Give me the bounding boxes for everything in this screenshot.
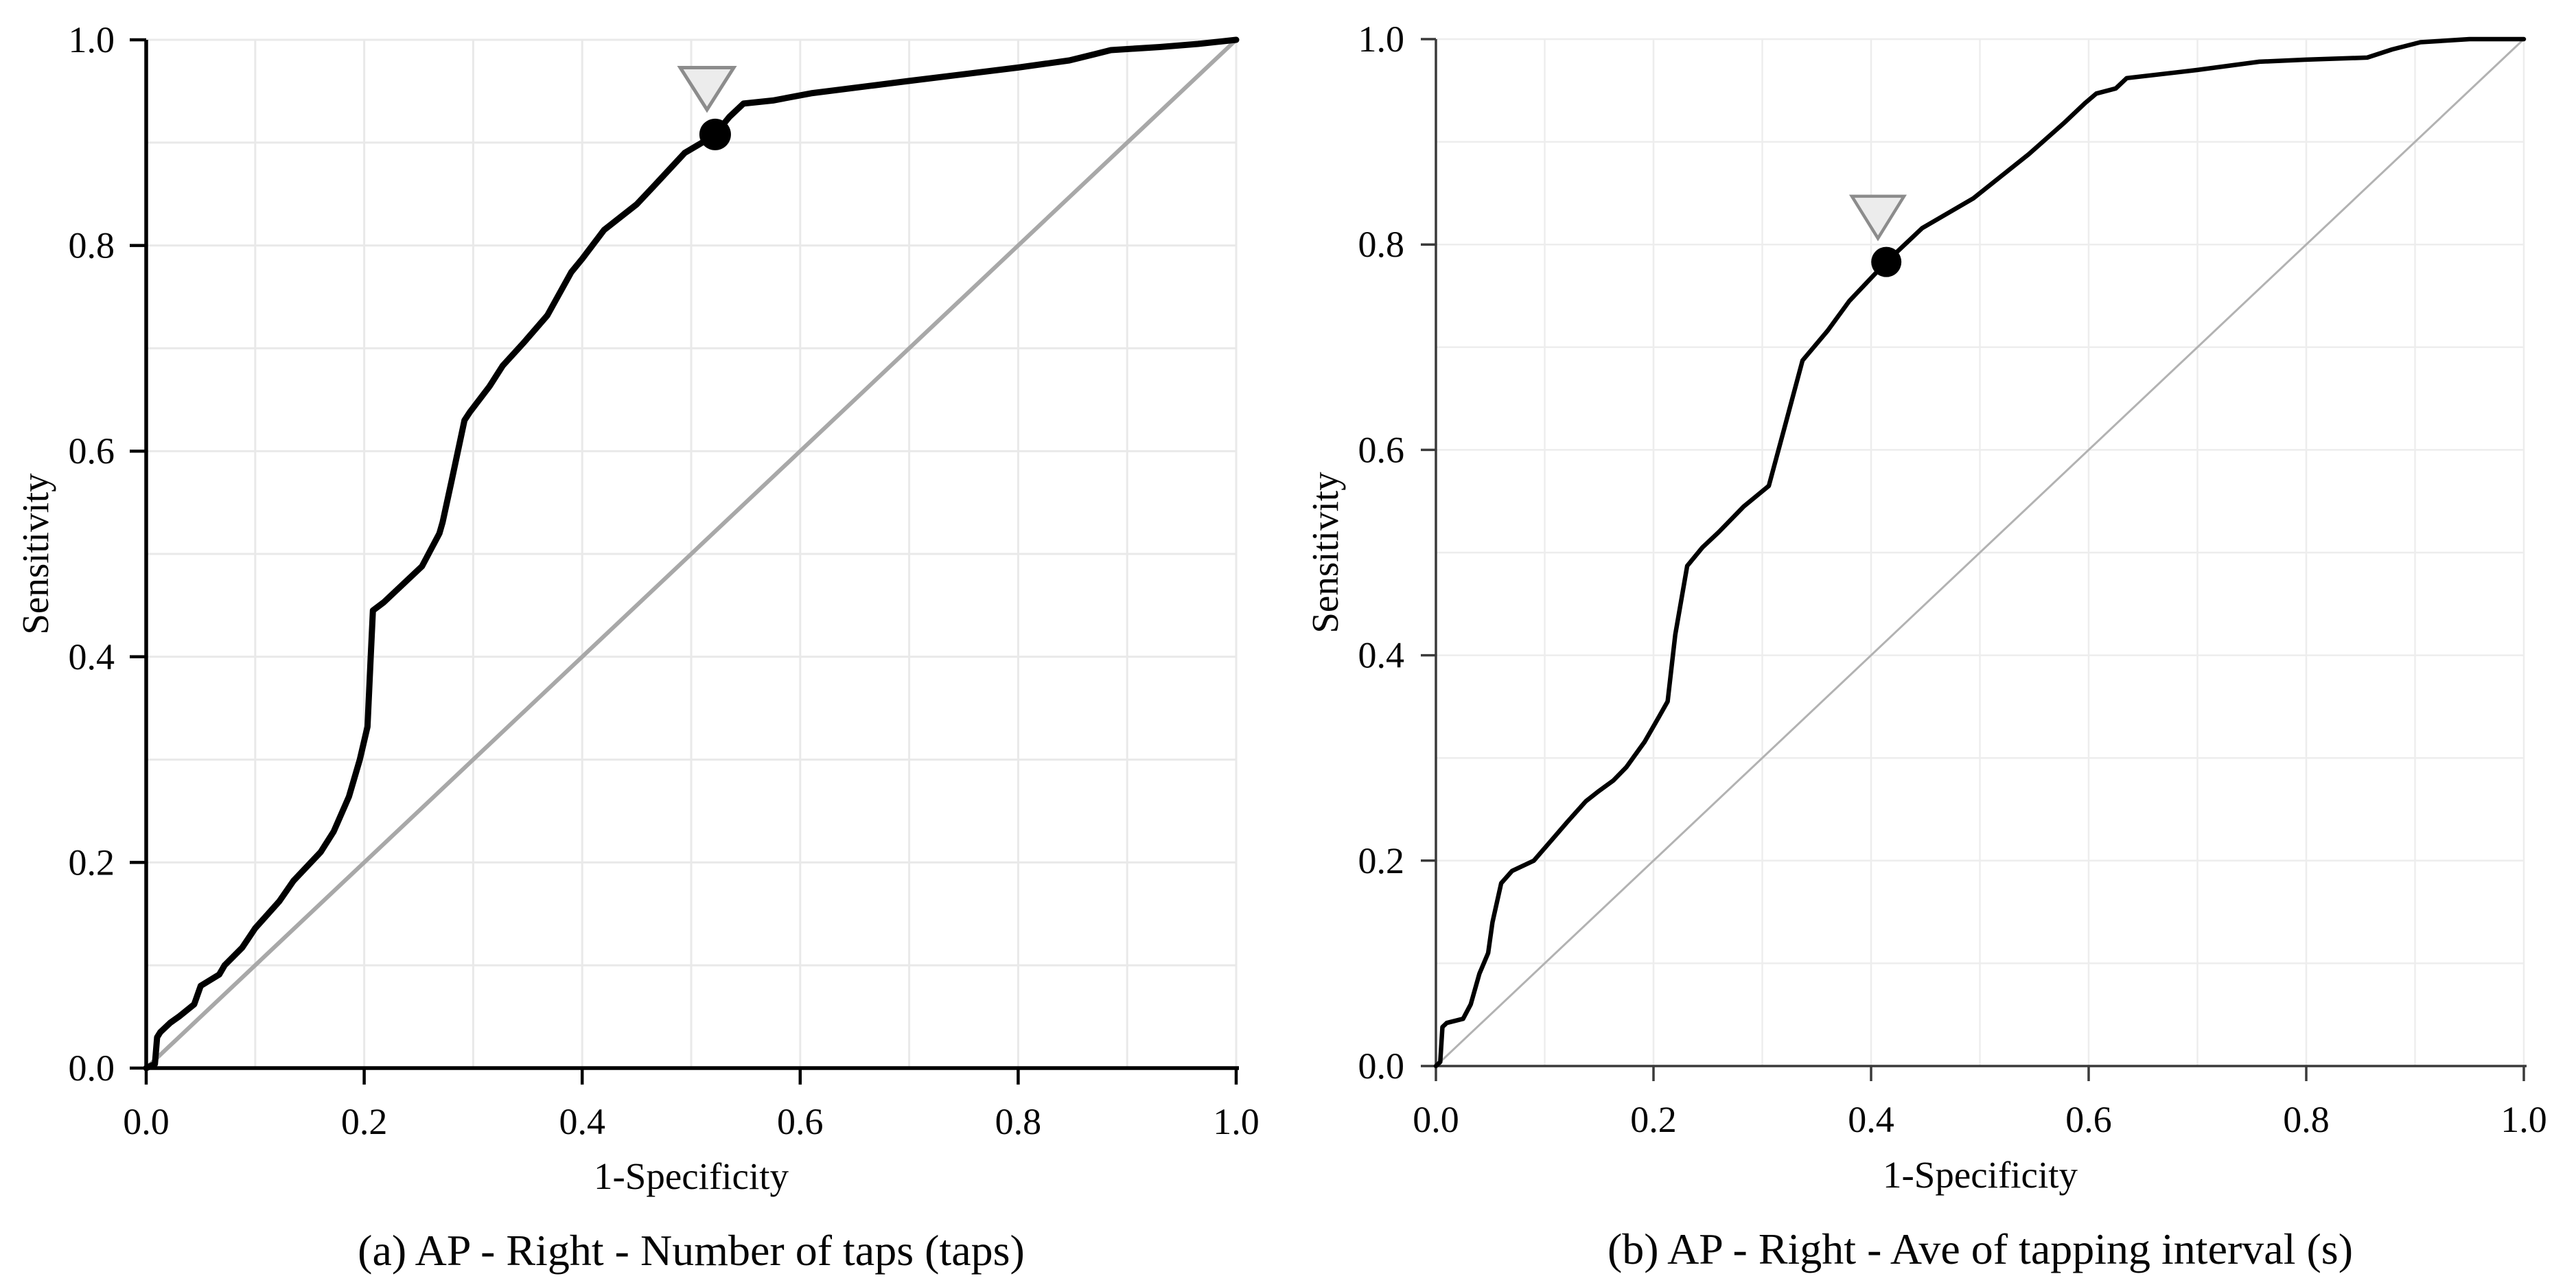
y-axis-label: Sensitivity	[14, 473, 56, 635]
panel-caption: (a) AP - Right - Number of taps (taps)	[358, 1226, 1025, 1275]
operating-point-marker	[699, 118, 731, 150]
operating-point-marker	[1871, 246, 1902, 277]
y-tick-label: 0.4	[69, 636, 115, 678]
x-axis-label: 1-Specificity	[1883, 1154, 2078, 1196]
x-tick-label: 0.4	[559, 1101, 605, 1142]
y-tick-label: 0.0	[69, 1047, 115, 1089]
x-tick-label: 0.4	[1848, 1099, 1894, 1140]
reference-diagonal	[1435, 38, 2525, 1067]
roc-curve	[1433, 36, 2527, 1069]
cutoff-arrow-icon	[1848, 194, 1907, 242]
x-tick-label: 0.6	[777, 1101, 824, 1142]
y-tick-label: 0.8	[69, 225, 115, 266]
x-tick-label: 0.8	[2283, 1099, 2330, 1140]
x-tick-label: 0.0	[1413, 1099, 1459, 1140]
y-tick-label: 0.2	[69, 842, 115, 883]
y-tick-label: 1.0	[69, 19, 115, 60]
x-tick-label: 0.8	[995, 1101, 1042, 1142]
y-tick-label: 0.2	[1358, 840, 1405, 881]
x-tick-label: 1.0	[2500, 1099, 2547, 1140]
panel-caption: (b) AP - Right - Ave of tapping interval…	[1608, 1225, 2353, 1273]
y-tick-label: 0.6	[69, 430, 115, 472]
y-tick-label: 0.8	[1358, 224, 1405, 265]
x-tick-label: 1.0	[1213, 1101, 1260, 1142]
x-tick-label: 0.2	[341, 1101, 388, 1142]
y-tick-label: 0.6	[1358, 429, 1405, 470]
y-tick-label: 0.4	[1358, 635, 1405, 676]
x-axis-label: 1-Specificity	[594, 1155, 789, 1197]
x-tick-label: 0.0	[123, 1101, 170, 1142]
x-tick-label: 0.6	[2065, 1099, 2112, 1140]
y-tick-label: 1.0	[1358, 19, 1405, 60]
cutoff-arrow-icon	[677, 65, 737, 113]
roc-panel-a: 0.00.0 0.2 0.2 0.4 0.4 0.6 0.6 0.8 0.8 1.0 1.0 Sen…	[14, 19, 1260, 1275]
roc-panel-b: 0.00.0 0.2 0.2 0.4 0.4 0.6 0.6 0.8 0.8 1.0 1.0 Sen…	[1304, 19, 2547, 1273]
reference-diagonal	[144, 38, 1238, 1070]
y-axis-label: Sensitivity	[1304, 472, 1346, 634]
roc-curve	[143, 36, 1240, 1072]
x-tick-label: 0.2	[1630, 1099, 1677, 1140]
y-tick-label: 0.0	[1358, 1045, 1405, 1087]
